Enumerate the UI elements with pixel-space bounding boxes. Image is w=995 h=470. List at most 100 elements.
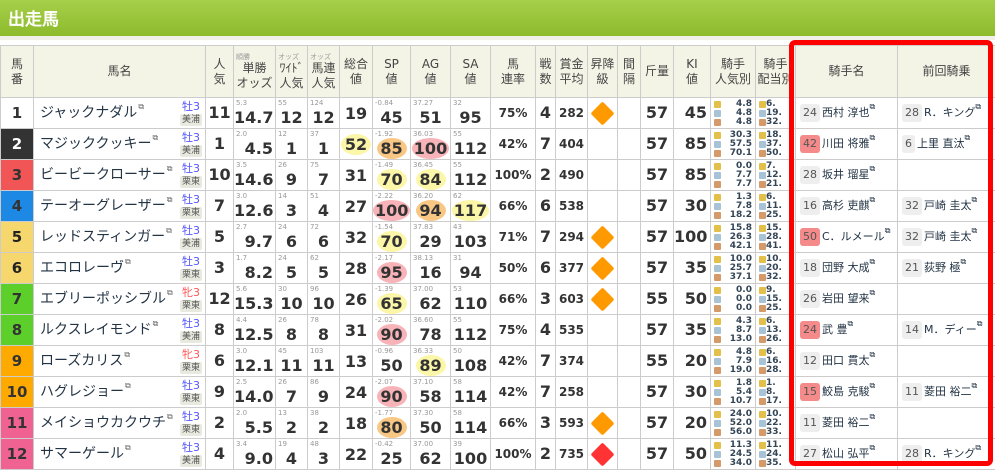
col-sensu[interactable]: 戦 数 bbox=[536, 46, 556, 98]
jockey-link[interactable]: 高杉 吏麒 bbox=[822, 199, 870, 212]
col-kinryo[interactable]: 斤量 bbox=[641, 46, 674, 98]
popup-icon[interactable]: ⧉ bbox=[972, 226, 978, 235]
popup-icon[interactable]: ⧉ bbox=[870, 288, 876, 297]
horse-name-link[interactable]: メイショウカクウチ bbox=[40, 413, 166, 433]
popup-icon[interactable]: ⧉ bbox=[885, 226, 891, 235]
popup-icon[interactable]: ⧉ bbox=[870, 443, 876, 452]
horse-name-link[interactable]: マジッククッキー bbox=[40, 134, 151, 154]
popup-icon[interactable]: ⧉ bbox=[167, 196, 173, 204]
sex-age-text: 牝3 bbox=[182, 348, 200, 361]
popup-icon[interactable]: ⧉ bbox=[848, 319, 854, 328]
col-jhaito[interactable]: 騎手 配当別 bbox=[756, 46, 796, 98]
popup-icon[interactable]: ⧉ bbox=[124, 351, 130, 359]
col-shoko[interactable]: 昇降 級 bbox=[588, 46, 618, 98]
popup-icon[interactable]: ⧉ bbox=[125, 382, 131, 390]
col-sa[interactable]: SA 値 bbox=[451, 46, 491, 98]
jp-value: 42.1 bbox=[730, 241, 752, 251]
prev-jockey-link[interactable]: 戸崎 圭太 bbox=[924, 230, 972, 243]
popup-icon[interactable]: ⧉ bbox=[975, 443, 981, 452]
horse-name-link[interactable]: レッドスティンガー bbox=[40, 227, 165, 247]
popup-icon[interactable]: ⧉ bbox=[125, 258, 131, 266]
popup-icon[interactable]: ⧉ bbox=[138, 103, 144, 111]
jockey-link[interactable]: 坂井 瑠星 bbox=[822, 168, 870, 181]
col-ninki[interactable]: 人 気 bbox=[206, 46, 234, 98]
prev-jockey-link[interactable]: 荻野 極 bbox=[924, 261, 961, 274]
jockey-link[interactable]: 武 豊 bbox=[822, 323, 848, 336]
col-jockey[interactable]: 騎手名 bbox=[796, 46, 898, 98]
col-kankaku[interactable]: 間 隔 bbox=[618, 46, 641, 98]
popup-icon[interactable]: ⧉ bbox=[870, 164, 876, 173]
umaren-ninki: 4 bbox=[308, 200, 339, 221]
popup-icon[interactable]: ⧉ bbox=[870, 102, 876, 111]
popup-icon[interactable]: ⧉ bbox=[870, 412, 876, 421]
horse-name-link[interactable]: エコロレーヴ bbox=[40, 258, 124, 278]
jockey-link[interactable]: 川田 将雅 bbox=[822, 137, 870, 150]
jockey-link[interactable]: C．ルメール bbox=[822, 230, 885, 243]
horse-name-link[interactable]: ビービークローサー bbox=[40, 165, 166, 185]
horse-name-link[interactable]: エブリーポッシブル bbox=[40, 289, 166, 309]
popup-icon[interactable]: ⧉ bbox=[152, 134, 158, 142]
popup-icon[interactable]: ⧉ bbox=[870, 257, 876, 266]
jockey-link[interactable]: 松山 弘平 bbox=[822, 447, 870, 460]
horse-name-link[interactable]: サマーゲール bbox=[40, 444, 124, 464]
popup-icon[interactable]: ⧉ bbox=[125, 444, 131, 452]
popup-icon[interactable]: ⧉ bbox=[870, 195, 876, 204]
jockey-link[interactable]: 鮫島 克駿 bbox=[822, 385, 870, 398]
prev-jockey-link[interactable]: R．キング bbox=[924, 447, 975, 460]
popup-icon[interactable]: ⧉ bbox=[870, 133, 876, 142]
jockey-link[interactable]: 団野 大成 bbox=[822, 261, 870, 274]
col-tansho[interactable]: 順勝単勝 オッズ bbox=[234, 46, 276, 98]
jockey-link[interactable]: 岩田 望来 bbox=[822, 292, 870, 305]
horse-name-link[interactable]: ハグレジョー bbox=[40, 382, 124, 402]
popup-icon[interactable]: ⧉ bbox=[166, 227, 172, 235]
prev-jockey-link[interactable]: M．ディー bbox=[924, 323, 977, 336]
col-name[interactable]: 馬名 bbox=[34, 46, 206, 98]
popup-icon[interactable]: ⧉ bbox=[870, 381, 876, 390]
popup-icon[interactable]: ⧉ bbox=[961, 257, 967, 266]
horse-name-link[interactable]: テーオーグレーザー bbox=[40, 196, 166, 216]
col-umaren[interactable]: オッズ馬連 人気 bbox=[308, 46, 340, 98]
horse-name-link[interactable]: ローズカリス bbox=[40, 351, 123, 371]
popup-icon[interactable]: ⧉ bbox=[167, 289, 173, 297]
popup-icon[interactable]: ⧉ bbox=[870, 350, 876, 359]
col-prev[interactable]: 前回騎乗 bbox=[898, 46, 995, 98]
popup-icon[interactable]: ⧉ bbox=[972, 195, 978, 204]
prev-jockey-link[interactable]: 上里 直汰 bbox=[917, 137, 965, 150]
popup-icon[interactable]: ⧉ bbox=[972, 381, 978, 390]
prev-jockey-link[interactable]: R．キング bbox=[924, 106, 975, 119]
horse-name-link[interactable]: ジャックナダル bbox=[40, 103, 137, 123]
prev-jockey-link[interactable]: 戸崎 圭太 bbox=[924, 199, 972, 212]
col-wide[interactable]: オッズﾜｲﾄﾞ 人気 bbox=[276, 46, 308, 98]
popup-icon[interactable]: ⧉ bbox=[975, 102, 981, 111]
popup-icon[interactable]: ⧉ bbox=[167, 413, 173, 421]
col-sp[interactable]: SP 値 bbox=[373, 46, 411, 98]
col-shokin[interactable]: 賞金 平均 bbox=[556, 46, 588, 98]
col-jninki[interactable]: 騎手 人気別 bbox=[711, 46, 756, 98]
jockey-link[interactable]: 菱田 裕二 bbox=[822, 416, 870, 429]
col-umaban[interactable]: 馬 番 bbox=[1, 46, 34, 98]
col-ag[interactable]: AG 値 bbox=[411, 46, 451, 98]
popup-icon[interactable]: ⧉ bbox=[977, 319, 983, 328]
jockey-link[interactable]: 西村 淳也 bbox=[822, 106, 870, 119]
popup-icon[interactable]: ⧉ bbox=[167, 165, 173, 173]
prev-jockey-link[interactable]: 菱田 裕二 bbox=[924, 385, 972, 398]
jockey-link[interactable]: 田口 貫太 bbox=[822, 354, 870, 367]
col-sogo[interactable]: 総合 値 bbox=[340, 46, 373, 98]
horse-name-link[interactable]: ルクスレイモンド bbox=[40, 320, 152, 340]
popup-icon[interactable]: ⧉ bbox=[153, 320, 159, 328]
popup-icon[interactable]: ⧉ bbox=[965, 133, 971, 142]
col-ki[interactable]: KI 値 bbox=[674, 46, 711, 98]
col-rate[interactable]: 馬 連率 bbox=[491, 46, 536, 98]
